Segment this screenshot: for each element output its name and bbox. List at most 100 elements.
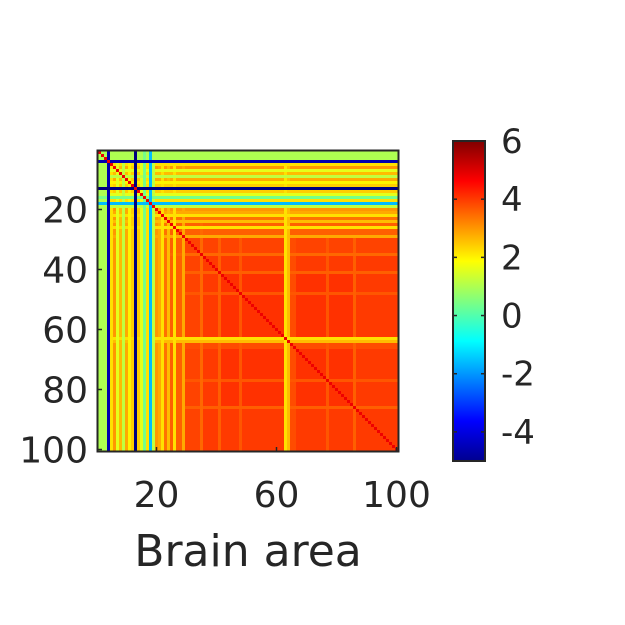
heatmap-cell [365, 262, 369, 266]
heatmap-cell [104, 217, 108, 221]
heatmap-cell [341, 172, 345, 176]
heatmap-cell [284, 247, 288, 251]
heatmap-cell [338, 295, 342, 299]
heatmap-cell [356, 172, 360, 176]
heatmap-cell [302, 268, 306, 272]
heatmap-cell [167, 208, 171, 212]
heatmap-cell [326, 157, 330, 161]
heatmap-cell [152, 157, 156, 161]
heatmap-cell [221, 298, 225, 302]
heatmap-cell [149, 211, 153, 215]
heatmap-cell [272, 151, 276, 155]
heatmap-cell [275, 154, 279, 158]
heatmap-cell [176, 262, 180, 266]
heatmap-cell [257, 250, 261, 254]
heatmap-cell [344, 187, 348, 191]
heatmap-cell [320, 247, 324, 251]
heatmap-cell [149, 154, 153, 158]
heatmap-cell [248, 247, 252, 251]
heatmap-cell [386, 184, 390, 188]
heatmap-cell [116, 223, 120, 227]
heatmap-cell [200, 172, 204, 176]
heatmap-cell [278, 262, 282, 266]
heatmap-cell [257, 226, 261, 230]
heatmap-cell [197, 169, 201, 173]
heatmap-cell [356, 160, 360, 164]
heatmap-cell [227, 268, 231, 272]
heatmap-cell [260, 193, 264, 197]
heatmap-cell [140, 295, 144, 299]
heatmap-cell [224, 175, 228, 179]
heatmap-cell [320, 274, 324, 278]
heatmap-cell [299, 268, 303, 272]
heatmap-cell [146, 202, 150, 206]
heatmap-cell [128, 298, 132, 302]
heatmap-cell [158, 211, 162, 215]
heatmap-cell [155, 190, 159, 194]
heatmap-cell [239, 193, 243, 197]
heatmap-cell [341, 199, 345, 203]
heatmap-cell [320, 217, 324, 221]
heatmap-cell [200, 178, 204, 182]
heatmap-cell [143, 196, 147, 200]
heatmap-cell [251, 172, 255, 176]
heatmap-cell [335, 211, 339, 215]
heatmap-cell [122, 286, 126, 290]
heatmap-cell [212, 193, 216, 197]
heatmap-cell [164, 295, 168, 299]
heatmap-cell [113, 241, 117, 245]
heatmap-cell [170, 298, 174, 302]
heatmap-cell [266, 163, 270, 167]
heatmap-cell [200, 256, 204, 260]
heatmap-cell [104, 196, 108, 200]
heatmap-cell [146, 217, 150, 221]
heatmap-cell [122, 214, 126, 218]
heatmap-cell [356, 274, 360, 278]
heatmap-cell [305, 160, 309, 164]
heatmap-cell [245, 256, 249, 260]
heatmap-cell [338, 175, 342, 179]
heatmap-cell [353, 175, 357, 179]
heatmap-cell [344, 232, 348, 236]
heatmap-cell [296, 163, 300, 167]
heatmap-cell [164, 271, 168, 275]
heatmap-cell [245, 238, 249, 242]
heatmap-cell [317, 274, 321, 278]
heatmap-cell [197, 238, 201, 242]
heatmap-cell [101, 160, 105, 164]
heatmap-cell [275, 253, 279, 257]
heatmap-cell [326, 280, 330, 284]
heatmap-cell [146, 250, 150, 254]
heatmap-cell [392, 163, 396, 167]
heatmap-cell [308, 280, 312, 284]
heatmap-cell [362, 193, 366, 197]
heatmap-cell [227, 184, 231, 188]
heatmap-cell [164, 154, 168, 158]
heatmap-cell [116, 295, 120, 299]
heatmap-cell [125, 193, 129, 197]
heatmap-cell [344, 244, 348, 248]
heatmap-cell [131, 217, 135, 221]
heatmap-cell [293, 208, 297, 212]
heatmap-cell [326, 187, 330, 191]
heatmap-cell [218, 193, 222, 197]
heatmap-cell [119, 286, 123, 290]
heatmap-cell [149, 172, 153, 176]
heatmap-cell [371, 169, 375, 173]
heatmap-cell [278, 244, 282, 248]
heatmap-cell [281, 229, 285, 233]
heatmap-cell [299, 178, 303, 182]
heatmap-cell [251, 274, 255, 278]
heatmap-cell [251, 169, 255, 173]
heatmap-cell [143, 169, 147, 173]
heatmap-cell [122, 181, 126, 185]
heatmap-cell [179, 295, 183, 299]
heatmap-cell [245, 193, 249, 197]
heatmap-cell [131, 295, 135, 299]
heatmap-cell [128, 151, 132, 155]
heatmap-cell [263, 232, 267, 236]
heatmap-cell [389, 256, 393, 260]
heatmap-cell [344, 172, 348, 176]
heatmap-cell [137, 238, 141, 242]
heatmap-cell [239, 175, 243, 179]
